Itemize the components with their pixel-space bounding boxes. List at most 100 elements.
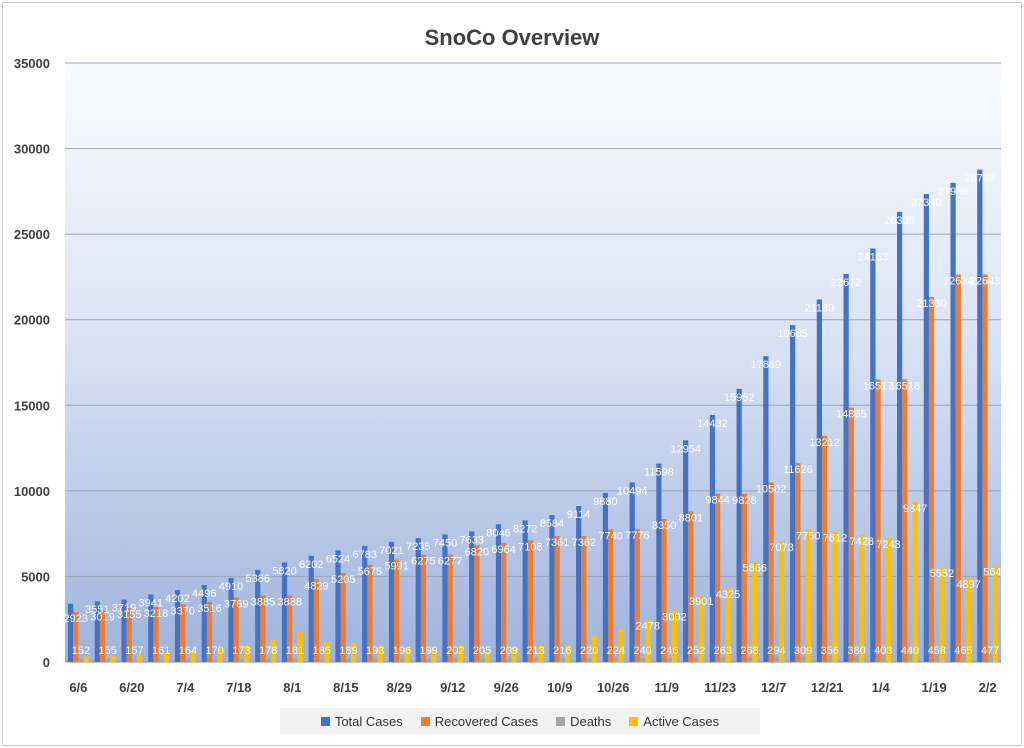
bar (372, 658, 378, 662)
data-label: 21180 (804, 303, 834, 315)
data-label: 199 (419, 645, 437, 657)
bar (853, 655, 860, 662)
data-label: 7776 (625, 530, 649, 542)
data-label: 3551 (85, 604, 109, 616)
data-label: 24163 (858, 251, 889, 263)
data-label: 205 (473, 645, 491, 657)
bar (554, 536, 560, 662)
x-tick-label: 11/23 (704, 680, 736, 695)
bar (800, 656, 806, 662)
x-tick-label: 8/1 (283, 680, 301, 695)
bar (121, 599, 127, 662)
bar (538, 645, 544, 662)
data-label: 263 (714, 645, 732, 657)
data-label: 6783 (353, 549, 377, 561)
data-label: 170 (206, 645, 224, 657)
bar (201, 585, 207, 662)
data-label: 477 (981, 645, 999, 657)
x-tick-label: 8/29 (387, 680, 412, 695)
x-tick-label: 2/2 (979, 680, 997, 695)
bar (618, 629, 624, 662)
bar (367, 564, 373, 662)
bar (420, 554, 427, 662)
bar (163, 652, 169, 662)
bar (308, 555, 314, 662)
bar (452, 658, 458, 662)
x-tick-label: 9/26 (494, 680, 519, 695)
bar (447, 554, 453, 662)
y-tick-label: 30000 (14, 142, 50, 157)
data-label: 7235 (406, 541, 430, 553)
bar (99, 610, 106, 662)
data-label: 14432 (697, 418, 728, 430)
bar (907, 654, 913, 662)
data-label: 213 (526, 645, 544, 657)
data-label: 22672 (831, 277, 862, 289)
bar (260, 595, 266, 662)
bar (576, 506, 582, 662)
bar (78, 659, 84, 662)
bar (725, 587, 731, 662)
bar (950, 182, 956, 662)
data-label: 6277 (438, 556, 462, 568)
bar (426, 658, 432, 662)
bar (880, 655, 886, 662)
bar (335, 550, 341, 662)
bar (479, 658, 485, 662)
data-label: 4910 (219, 581, 243, 593)
data-label: 2478 (636, 621, 660, 633)
x-tick-label: 12/7 (761, 680, 786, 695)
bar (185, 659, 191, 662)
data-label: 3155 (117, 609, 141, 621)
y-tick-label: 5000 (21, 569, 50, 584)
bar (955, 274, 961, 662)
data-label: 6964 (491, 544, 515, 556)
bar (351, 642, 357, 662)
data-label: 19685 (777, 328, 808, 340)
data-label: 8801 (679, 512, 703, 524)
data-label: 6524 (326, 553, 350, 565)
bar (340, 572, 346, 662)
data-label: 22643 (970, 275, 1001, 287)
data-label: 209 (500, 645, 518, 657)
data-label: 3769 (224, 598, 248, 610)
x-tick-label: 11/9 (654, 680, 679, 695)
data-label: 7243 (876, 539, 900, 551)
legend-label: Total Cases (334, 713, 403, 729)
bar (875, 379, 881, 662)
data-label: 9347 (903, 503, 927, 515)
data-label: 6275 (411, 556, 435, 568)
bar (859, 534, 865, 662)
bar (153, 606, 159, 662)
data-label: 5820 (272, 565, 296, 577)
bar (442, 534, 448, 662)
x-tick-label: 1/4 (872, 680, 891, 695)
bar (94, 601, 100, 662)
data-label: 3888 (277, 596, 301, 608)
bar (180, 604, 186, 662)
bar (634, 528, 640, 662)
y-tick-label: 25000 (14, 227, 50, 242)
bar (265, 658, 271, 662)
data-label: 7633 (459, 534, 483, 546)
data-label: 3370 (171, 605, 195, 617)
bar (281, 562, 288, 662)
legend-item: Deaths (556, 714, 611, 729)
data-label: 27996 (938, 186, 969, 198)
y-tick-label: 35000 (14, 56, 50, 71)
legend-label: Recovered Cases (434, 713, 539, 729)
bar (790, 325, 796, 662)
bar (960, 654, 967, 662)
bar (105, 659, 111, 662)
bar (720, 657, 726, 662)
data-label: 220 (580, 645, 598, 657)
bar (608, 529, 614, 662)
bar (362, 545, 368, 662)
data-label: 3218 (144, 608, 168, 620)
data-label: 152 (72, 645, 90, 657)
legend-label: Active Cases (643, 713, 720, 729)
bar (602, 492, 609, 662)
bar (591, 635, 597, 662)
bar (345, 658, 351, 662)
